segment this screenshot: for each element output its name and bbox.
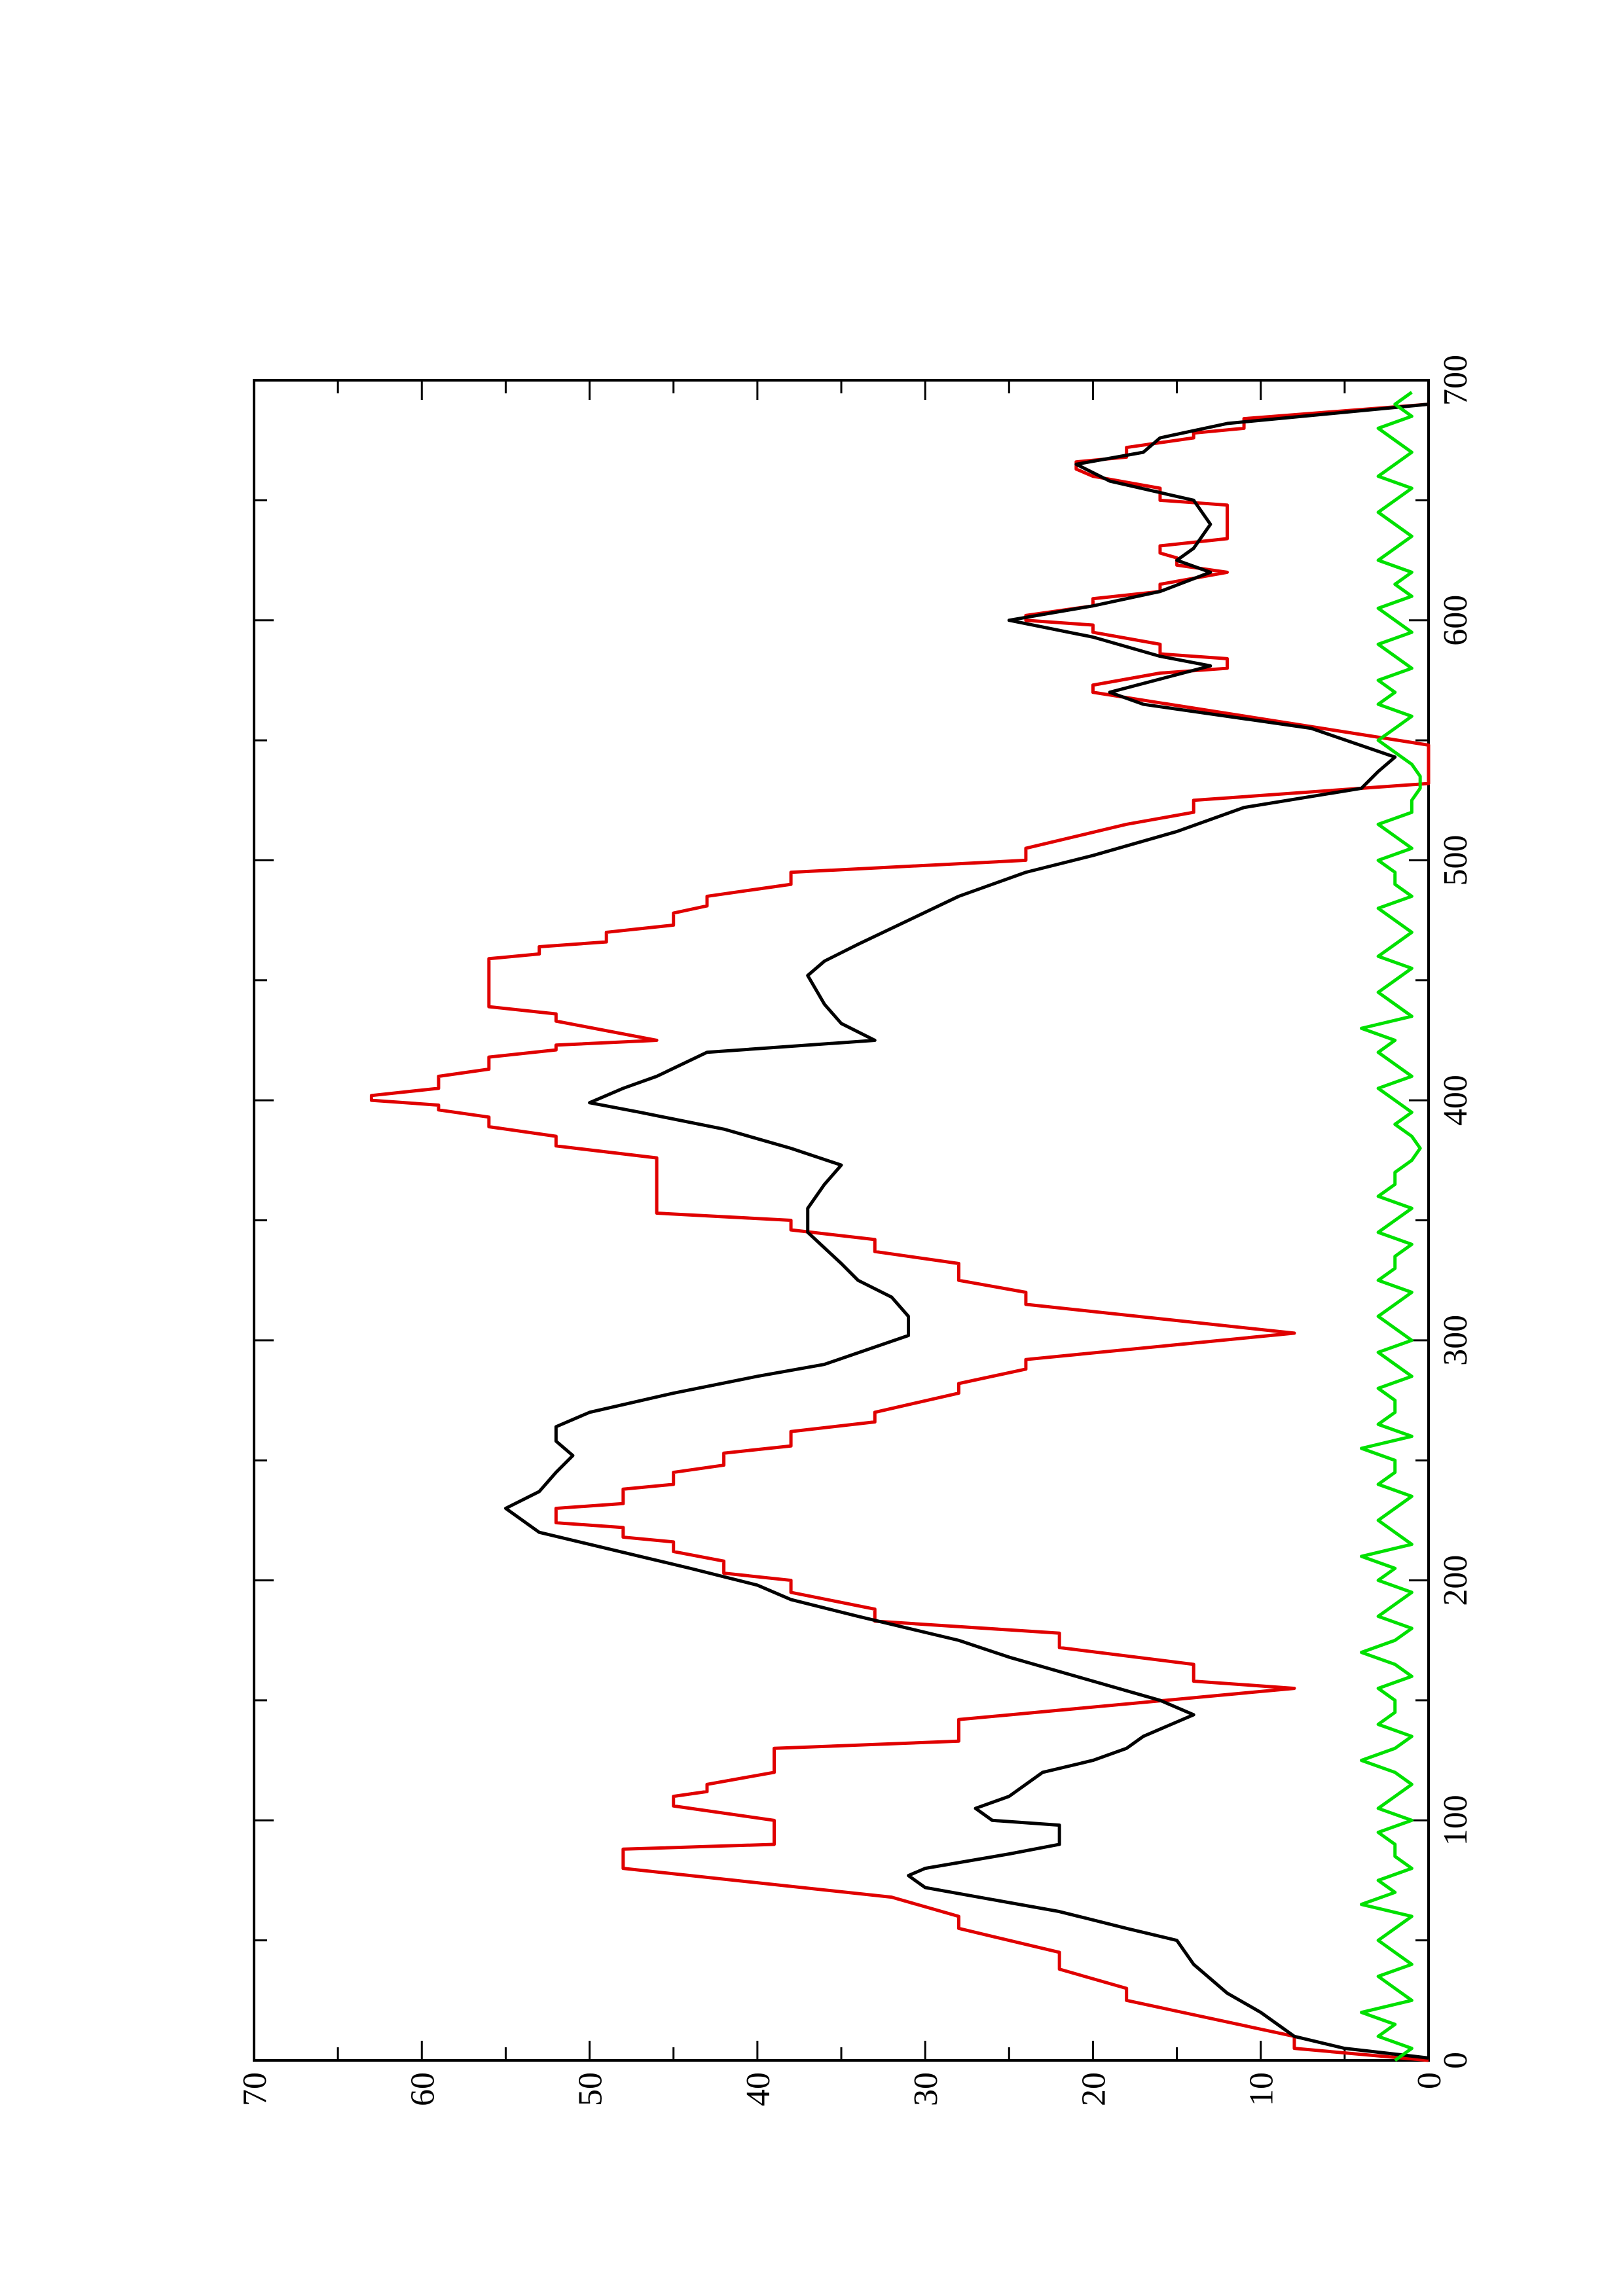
- x-tick-label: 200: [1437, 1555, 1474, 1606]
- x-tick-label: 500: [1437, 834, 1474, 886]
- x-tick-label: 700: [1437, 355, 1474, 406]
- y-tick-label: 70: [236, 2072, 274, 2106]
- series-line: [1359, 391, 1422, 2062]
- frame: [253, 379, 1430, 2062]
- y-tick-label: 40: [740, 2072, 777, 2106]
- x-tick-label: 400: [1437, 1075, 1474, 1126]
- x-tick-label: 300: [1437, 1315, 1474, 1366]
- y-tick-label: 60: [404, 2072, 441, 2106]
- y-tick-label: 30: [907, 2072, 945, 2106]
- series-line: [503, 403, 1429, 2060]
- plot-area: 0 100 200 300 400 500 600 700 0 10 20 30 40 50 60 70: [236, 355, 1474, 2106]
- y-tick-label: 20: [1075, 2072, 1112, 2106]
- x-tick-label: 100: [1437, 1795, 1474, 1846]
- y-tick-label: 50: [572, 2072, 610, 2106]
- x-tick-label: 0: [1437, 2052, 1474, 2069]
- y-tick-label: 10: [1243, 2072, 1281, 2106]
- y-tick-label: 0: [1411, 2072, 1448, 2089]
- series-line: [369, 403, 1431, 2062]
- x-tick-label: 600: [1437, 595, 1474, 646]
